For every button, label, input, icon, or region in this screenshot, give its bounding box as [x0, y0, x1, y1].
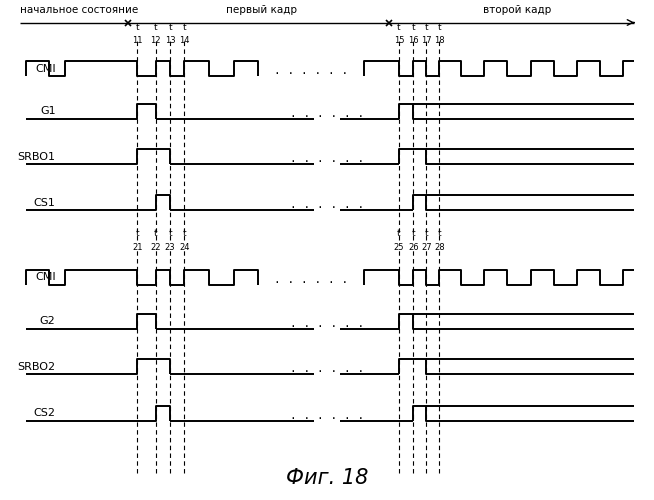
- Text: t: t: [135, 23, 139, 32]
- Text: CS2: CS2: [33, 408, 56, 418]
- Text: t: t: [182, 230, 186, 238]
- Text: . . . . . .: . . . . . .: [290, 319, 364, 329]
- Text: 15: 15: [394, 36, 404, 45]
- Text: SRBO1: SRBO1: [18, 152, 56, 162]
- Text: 25: 25: [394, 242, 404, 252]
- Text: Фиг. 18: Фиг. 18: [286, 468, 368, 487]
- Text: t: t: [154, 23, 158, 32]
- Text: 22: 22: [150, 242, 161, 252]
- Text: t: t: [411, 230, 415, 238]
- Text: t: t: [397, 23, 401, 32]
- Text: . . . . . .: . . . . . .: [273, 66, 348, 76]
- Text: 14: 14: [179, 36, 190, 45]
- Text: . . . . . .: . . . . . .: [273, 275, 348, 285]
- Text: CMI: CMI: [35, 272, 56, 282]
- Text: t: t: [438, 230, 441, 238]
- Text: t: t: [397, 230, 401, 238]
- Text: 11: 11: [132, 36, 143, 45]
- Text: 13: 13: [165, 36, 175, 45]
- Text: 12: 12: [150, 36, 161, 45]
- Text: SRBO2: SRBO2: [18, 362, 56, 372]
- Text: t: t: [411, 23, 415, 32]
- Text: . . . . . .: . . . . . .: [290, 200, 364, 210]
- Text: t: t: [438, 23, 441, 32]
- Text: t: t: [154, 230, 158, 238]
- Text: 21: 21: [132, 242, 143, 252]
- Text: 17: 17: [421, 36, 432, 45]
- Text: t: t: [135, 230, 139, 238]
- Text: G2: G2: [40, 316, 56, 326]
- Text: 16: 16: [408, 36, 419, 45]
- Text: CMI: CMI: [35, 64, 56, 74]
- Text: t: t: [424, 23, 428, 32]
- Text: 24: 24: [179, 242, 190, 252]
- Text: t: t: [182, 23, 186, 32]
- Text: . . . . . .: . . . . . .: [290, 109, 364, 119]
- Text: 27: 27: [421, 242, 432, 252]
- Text: t: t: [424, 230, 428, 238]
- Text: . . . . . .: . . . . . .: [290, 411, 364, 421]
- Text: . . . . . .: . . . . . .: [290, 154, 364, 164]
- Text: начальное состояние: начальное состояние: [20, 5, 138, 15]
- Text: G1: G1: [40, 106, 56, 117]
- Text: 28: 28: [434, 242, 445, 252]
- Text: второй кадр: второй кадр: [483, 5, 551, 15]
- Text: t: t: [168, 230, 172, 238]
- Text: 23: 23: [165, 242, 175, 252]
- Text: . . . . . .: . . . . . .: [290, 364, 364, 374]
- Text: 26: 26: [408, 242, 419, 252]
- Text: t: t: [168, 23, 172, 32]
- Text: первый кадр: первый кадр: [226, 5, 297, 15]
- Text: 18: 18: [434, 36, 445, 45]
- Text: CS1: CS1: [34, 198, 56, 207]
